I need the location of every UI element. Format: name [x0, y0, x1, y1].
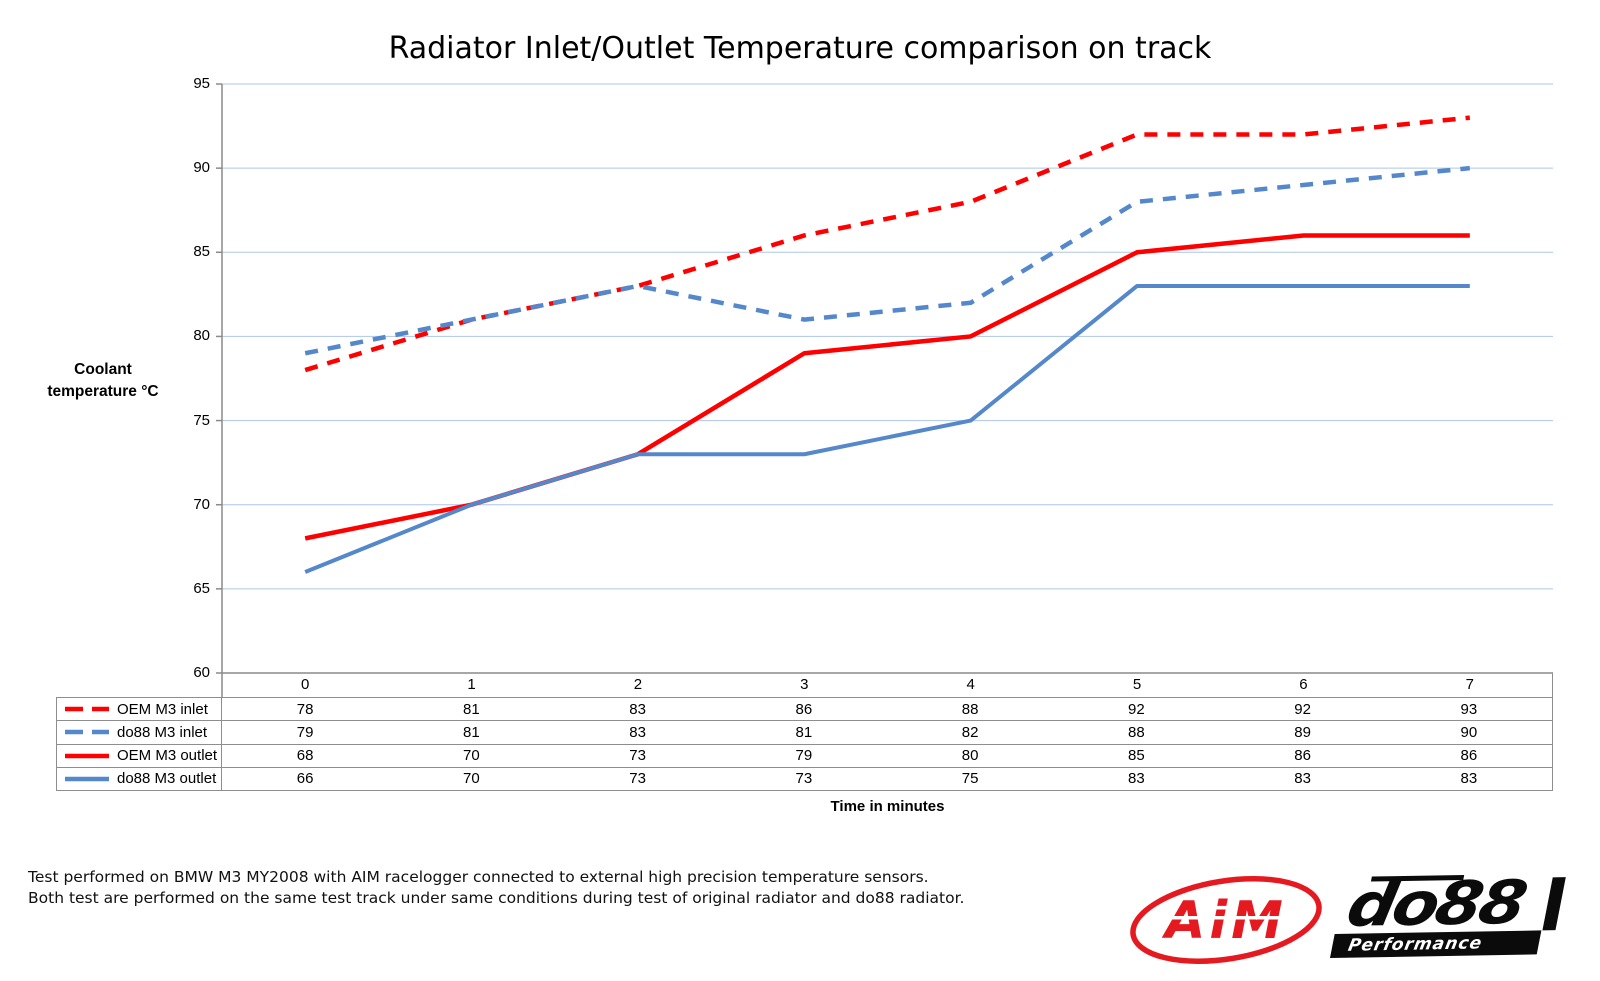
x-category-label: 7 — [1465, 676, 1474, 693]
value-cell: 83 — [629, 700, 646, 718]
y-tick-label: 80 — [193, 327, 210, 345]
value-cell: 79 — [296, 723, 314, 741]
x-axis-category-row: 0 1 2 3 4 5 6 7 — [222, 673, 1553, 697]
do88-logo: do88 Performance — [1330, 868, 1568, 958]
legend-label: OEM M3 outlet — [117, 747, 218, 765]
do88-logo-text: do88 — [1341, 867, 1530, 941]
y-tick-label: 90 — [193, 159, 210, 177]
table-row: do88 M3 outlet 66 70 73 73 75 83 83 83 — [57, 766, 1552, 790]
legend-label: OEM M3 inlet — [117, 700, 208, 718]
value-cell: 81 — [463, 700, 480, 718]
legend-key-dashed — [65, 730, 109, 735]
x-category-label: 3 — [800, 676, 809, 693]
y-axis-title-line2: temperature °C — [47, 382, 159, 400]
legend-key-dashed — [65, 706, 109, 712]
series-line-do88-m3-inlet — [304, 165, 1471, 356]
series-line-do88-m3-outlet — [304, 283, 1470, 574]
series-line-oem-m3-inlet — [304, 115, 1471, 373]
y-tick-label: 95 — [193, 75, 210, 92]
value-cell: 73 — [795, 770, 813, 788]
y-axis-title-line1: Coolant — [74, 361, 132, 378]
legend-label: do88 M3 outlet — [117, 770, 217, 788]
value-cell: 80 — [961, 747, 979, 765]
value-cell: 79 — [795, 747, 813, 765]
value-cell: 73 — [629, 747, 646, 765]
value-cell: 89 — [1294, 723, 1311, 741]
footnote-line-1: Test performed on BMW M3 MY2008 with AIM… — [28, 868, 929, 886]
value-cell: 85 — [1128, 747, 1145, 765]
table-row: OEM M3 inlet 78 81 83 86 88 92 92 93 — [57, 698, 1552, 721]
data-table: OEM M3 inlet 78 81 83 86 88 92 92 93 do88 M3 inle… — [56, 697, 1553, 791]
value-cell: 90 — [1460, 723, 1478, 741]
series-line-oem-m3-outlet — [304, 233, 1470, 541]
value-cell: 83 — [1128, 770, 1145, 788]
value-cell: 86 — [1460, 747, 1478, 765]
x-category-label: 1 — [467, 676, 476, 693]
aim-logo-graphic: AiM — [1130, 876, 1322, 964]
y-tick-label: 75 — [193, 411, 210, 429]
aim-logo-text: AiM — [1161, 891, 1287, 951]
y-tick-label: 85 — [193, 243, 210, 261]
value-cell: 73 — [629, 770, 646, 788]
value-cell: 88 — [961, 700, 979, 718]
value-cell: 83 — [1460, 770, 1478, 788]
table-row: do88 M3 inlet 79 81 83 81 82 88 89 90 — [57, 720, 1552, 744]
value-cell: 75 — [961, 770, 979, 788]
legend-cell: OEM M3 inlet — [57, 698, 222, 721]
value-cell: 83 — [629, 723, 646, 741]
value-cell: 70 — [463, 770, 480, 788]
do88-performance-bar: Performance — [1330, 930, 1542, 958]
value-cell: 66 — [296, 770, 314, 788]
value-cell: 81 — [463, 723, 480, 741]
aim-logo: AiM — [1126, 874, 1326, 966]
value-cell: 83 — [1294, 770, 1311, 788]
legend-key-solid — [65, 776, 109, 782]
y-tick-label: 70 — [193, 495, 210, 513]
footnote-line-2: Both test are performed on the same test… — [28, 889, 965, 907]
value-cell: 88 — [1128, 723, 1145, 741]
value-cell: 82 — [961, 723, 979, 741]
x-category-label: 0 — [301, 676, 310, 693]
x-category-label: 4 — [966, 676, 975, 693]
value-cell: 81 — [795, 723, 813, 741]
y-tick-label: 60 — [193, 664, 210, 681]
value-cell: 92 — [1128, 700, 1145, 718]
value-cell: 70 — [463, 747, 480, 765]
legend-cell: do88 M3 inlet — [57, 721, 222, 744]
legend-cell: OEM M3 outlet — [57, 744, 222, 767]
table-row: OEM M3 outlet 68 70 73 79 80 85 86 86 — [57, 743, 1552, 767]
chart-title: Radiator Inlet/Outlet Temperature compar… — [388, 31, 1212, 66]
value-cell: 92 — [1294, 700, 1311, 718]
legend-key-solid — [65, 753, 109, 758]
value-cell: 86 — [795, 700, 813, 718]
x-category-label: 6 — [1299, 676, 1308, 693]
value-cell: 68 — [296, 747, 314, 765]
x-category-label: 2 — [633, 676, 643, 693]
aim-ellipse — [1130, 876, 1322, 964]
legend-label: do88 M3 inlet — [117, 723, 208, 741]
value-cell: 86 — [1294, 747, 1311, 765]
legend-cell: do88 M3 outlet — [57, 767, 222, 790]
x-category-label: 5 — [1132, 676, 1142, 693]
value-cell: 78 — [296, 700, 314, 718]
y-axis-title: Coolant temperature °C — [35, 359, 171, 402]
x-axis-title: Time in minutes — [830, 798, 945, 815]
aim-stripe — [1168, 916, 1286, 920]
y-tick-label: 65 — [193, 579, 210, 597]
value-cell: 93 — [1460, 700, 1478, 718]
